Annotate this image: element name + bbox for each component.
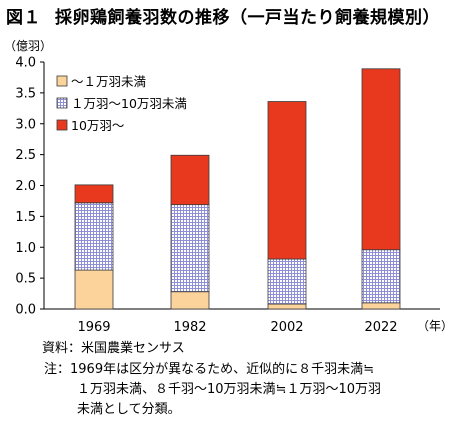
x-tick-label: 2022 — [364, 320, 397, 335]
bar-segment-2022-series1 — [361, 249, 401, 304]
note-line-2: １万羽未満、８千羽～10万羽未満≒１万羽～10万羽 — [77, 382, 381, 397]
legend-swatch-series1 — [56, 97, 68, 109]
y-axis-label: （億羽） — [4, 39, 52, 53]
x-tick-label: 2002 — [270, 320, 303, 335]
y-tick-label: 2.0 — [15, 179, 36, 194]
bar-segment-1969-series0 — [74, 269, 114, 310]
legend-label-series0: ～１万羽未満 — [71, 74, 146, 89]
source-text: 米国農業センサス — [81, 341, 185, 356]
legend-label-series2: 10万羽～ — [71, 118, 124, 133]
bar-segment-2022-series0 — [361, 302, 401, 310]
note-line-1: 1969年は区分が異なるため、近似的に８千羽未満≒ — [70, 362, 374, 377]
note-line-3: 未満として分類。 — [77, 402, 181, 417]
source-label: 資料： — [42, 341, 82, 356]
x-tick-label: 1982 — [173, 320, 206, 335]
figure-title-text: 採卵鶏飼養羽数の推移（一戸当たり飼養規模別） — [55, 8, 440, 28]
legend-swatch-series0 — [56, 75, 68, 87]
note-label: 注： — [43, 362, 70, 377]
source-note: 資料：米国農業センサス — [42, 339, 185, 359]
legend-label-series1: １万羽～10万羽未満 — [71, 96, 187, 111]
y-tick-label: 3.0 — [15, 117, 36, 132]
bar-segment-2002-series2 — [267, 101, 307, 260]
x-axis-label: （年） — [417, 319, 450, 333]
figure-number: 図１ — [6, 8, 41, 28]
stacked-bar-chart: 0.0 0.5 1.0 1.5 2.0 2.5 3.0 3.5 4.0 （億羽） （年） 1969 19… — [4, 39, 450, 335]
bar-segment-1969-series1 — [74, 202, 114, 271]
bar-segment-1969-series2 — [74, 184, 114, 204]
bar-segment-2022-series2 — [361, 68, 401, 251]
bar-segment-2002-series0 — [267, 303, 307, 310]
bar-segment-1982-series0 — [170, 291, 210, 310]
bar-segment-1982-series2 — [170, 154, 210, 206]
note: 注： 1969年は区分が異なるため、近似的に８千羽未満≒ １万羽未満、８千羽～10万… — [42, 360, 381, 420]
y-tick-label: 1.0 — [15, 241, 36, 256]
bar-segment-2002-series1 — [267, 258, 307, 305]
legend-swatch-series2 — [56, 119, 68, 131]
bar-segment-1982-series1 — [170, 204, 210, 293]
x-tick-label: 1969 — [77, 320, 110, 335]
y-tick-label: 0.0 — [15, 303, 36, 318]
figure-title: 図１ 採卵鶏飼養羽数の推移（一戸当たり飼養規模別） — [6, 3, 440, 28]
y-tick-label: 1.5 — [15, 210, 36, 225]
y-tick-label: 0.5 — [15, 272, 36, 287]
y-tick-label: 3.5 — [15, 86, 36, 101]
y-tick-label: 4.0 — [15, 56, 36, 71]
y-tick-label: 2.5 — [15, 148, 36, 163]
